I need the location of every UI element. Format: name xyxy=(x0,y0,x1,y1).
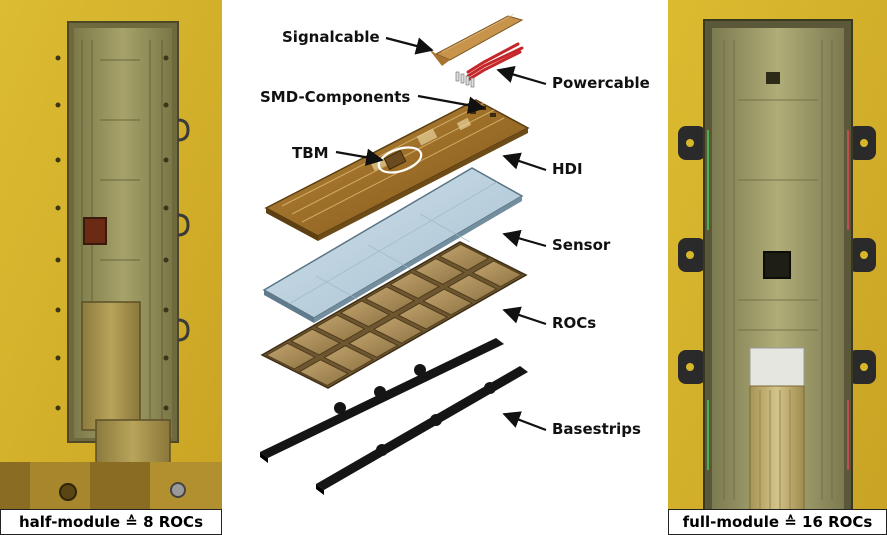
roc-chip xyxy=(372,316,424,344)
caption-half-module: half-module ≙ 8 ROCs xyxy=(0,509,222,535)
arrow-powercable xyxy=(496,65,547,86)
label-powercable: Powercable xyxy=(552,74,650,92)
full-module-photo xyxy=(668,0,887,535)
roc-chip xyxy=(397,302,449,330)
arrow-signalcable xyxy=(385,36,434,55)
arrow-rocs xyxy=(502,306,547,326)
roc-chip xyxy=(315,314,366,342)
arrow-sensor xyxy=(502,229,547,248)
caption-full-module: full-module ≙ 16 ROCs xyxy=(668,509,887,535)
label-basestrips: Basestrips xyxy=(552,420,641,438)
roc-chip xyxy=(438,243,490,271)
sensor xyxy=(262,167,524,323)
label-hdi: HDI xyxy=(552,160,583,178)
rocs-array xyxy=(260,241,528,389)
hdi-board xyxy=(264,99,530,241)
roc-chip xyxy=(339,300,391,328)
roc-chip xyxy=(348,331,399,358)
roc-chip xyxy=(422,288,473,316)
half-module-photo xyxy=(0,0,222,535)
arrow-smd xyxy=(417,94,486,114)
roc-chip xyxy=(471,260,523,288)
label-sensor: Sensor xyxy=(552,236,611,254)
arrow-basestrips xyxy=(502,411,547,432)
label-signalcable: Signalcable xyxy=(282,28,380,46)
roc-chip xyxy=(298,359,350,387)
arrow-tbm xyxy=(335,148,384,166)
arrow-hdi xyxy=(502,152,547,172)
basestrip-bottom xyxy=(316,366,528,495)
roc-chip xyxy=(447,274,498,302)
roc-chip xyxy=(265,342,317,370)
label-smd-components: SMD-Components xyxy=(260,88,411,106)
exploded-view-diagram: Signalcable Powercable SMD-Components TB… xyxy=(222,0,668,535)
roc-chip xyxy=(364,286,416,314)
label-rocs: ROCs xyxy=(552,314,597,332)
roc-chip xyxy=(389,272,440,299)
roc-chip xyxy=(323,345,374,372)
roc-chip xyxy=(414,258,465,285)
roc-chip xyxy=(290,328,341,356)
label-tbm: TBM xyxy=(292,144,329,162)
basestrip-top xyxy=(260,338,504,463)
power-cable xyxy=(466,42,524,82)
